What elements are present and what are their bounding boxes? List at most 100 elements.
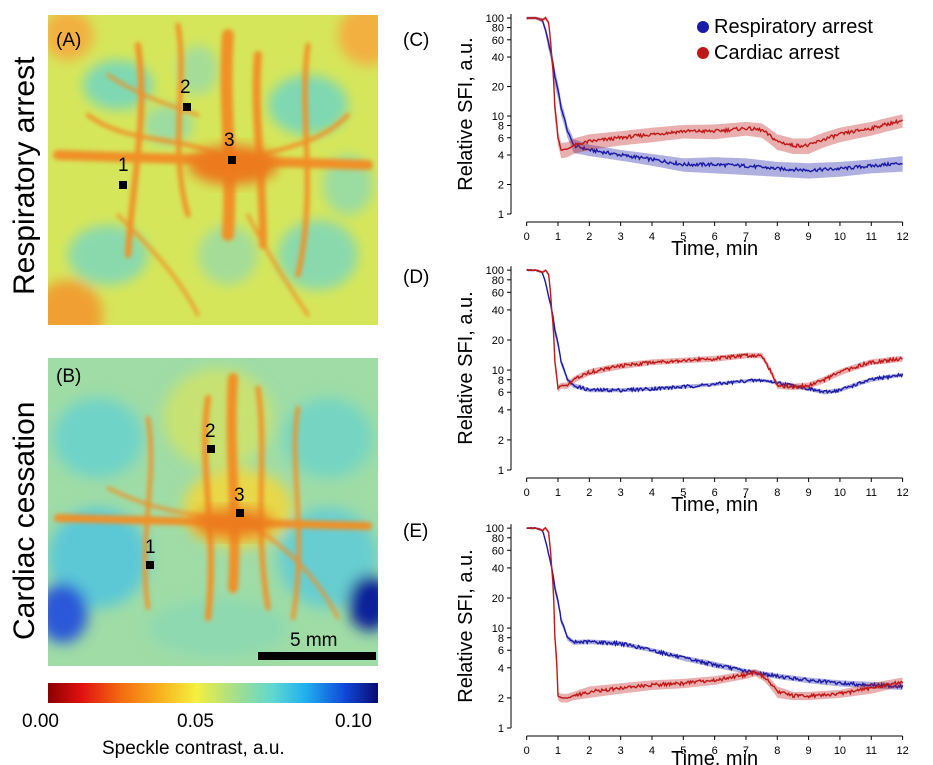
y-tick-label: 1 bbox=[498, 209, 504, 221]
y-tick-label: 8 bbox=[498, 375, 504, 387]
point-1-label-b: 1 bbox=[145, 537, 156, 558]
legend-marker-icon bbox=[697, 47, 709, 59]
point-1-marker bbox=[119, 181, 127, 189]
x-tick-label: 6 bbox=[712, 745, 718, 757]
y-tick-label: 60 bbox=[492, 545, 504, 557]
x-axis-label: Time, min bbox=[671, 748, 758, 765]
x-tick-label: 8 bbox=[774, 745, 780, 757]
y-tick-label: 6 bbox=[498, 645, 504, 657]
x-tick-label: 7 bbox=[743, 745, 749, 757]
y-tick-label: 2 bbox=[498, 180, 504, 192]
y-tick-label: 20 bbox=[492, 335, 504, 347]
legend-item-respiratory: Respiratory arrest bbox=[697, 14, 927, 40]
y-tick-label: 4 bbox=[498, 405, 504, 417]
y-tick-label: 40 bbox=[492, 52, 504, 64]
y-tick-label: 10 bbox=[492, 365, 504, 377]
legend-label-respiratory: Respiratory arrest bbox=[714, 15, 873, 38]
x-tick-label: 7 bbox=[743, 487, 749, 499]
y-tick-label: 60 bbox=[492, 35, 504, 47]
x-tick-label: 4 bbox=[649, 231, 655, 243]
x-tick-label: 8 bbox=[774, 231, 780, 243]
y-tick-label: 1 bbox=[498, 465, 504, 477]
scale-bar-label: 5 mm bbox=[290, 630, 338, 651]
panel-tag: (E) bbox=[403, 521, 428, 542]
x-tick-label: 9 bbox=[806, 487, 812, 499]
x-tick-label: 11 bbox=[866, 745, 877, 757]
x-tick-label: 11 bbox=[866, 231, 877, 243]
x-tick-label: 2 bbox=[586, 487, 592, 499]
scale-bar bbox=[258, 652, 376, 660]
legend-item-cardiac: Cardiac arrest bbox=[697, 40, 927, 66]
point-3-marker bbox=[228, 156, 236, 164]
y-tick-label: 100 bbox=[486, 13, 504, 25]
respiratory-arrest-line bbox=[526, 526, 904, 690]
y-axis-label: Relative SFI, a.u. bbox=[455, 37, 477, 190]
x-tick-label: 6 bbox=[712, 231, 718, 243]
cardiac-arrest-error-band bbox=[526, 526, 903, 703]
x-tick-label: 4 bbox=[649, 487, 655, 499]
x-tick-label: 11 bbox=[866, 487, 877, 499]
x-tick-label: 2 bbox=[586, 745, 592, 757]
x-tick-label: 7 bbox=[743, 231, 749, 243]
respiratory-arrest-line bbox=[526, 268, 904, 394]
y-tick-label: 100 bbox=[486, 265, 504, 277]
x-tick-label: 0 bbox=[524, 745, 530, 757]
x-tick-label: 12 bbox=[896, 231, 908, 243]
y-axis-label: Relative SFI, a.u. bbox=[455, 549, 477, 702]
colorbar-tick-mid: 0.05 bbox=[177, 711, 214, 732]
y-tick-label: 60 bbox=[492, 287, 504, 299]
cardiac-arrest-error-band bbox=[526, 16, 903, 159]
panel-tag: (C) bbox=[403, 30, 429, 51]
point-1-marker bbox=[146, 561, 154, 569]
y-tick-label: 8 bbox=[498, 121, 504, 133]
panel-tag-a: (A) bbox=[56, 30, 82, 51]
x-tick-label: 3 bbox=[618, 745, 624, 757]
x-tick-label: 10 bbox=[834, 745, 846, 757]
x-tick-label: 10 bbox=[834, 231, 846, 243]
x-tick-label: 9 bbox=[806, 231, 812, 243]
y-tick-label: 4 bbox=[498, 150, 504, 162]
x-tick-label: 12 bbox=[896, 745, 908, 757]
y-tick-label: 20 bbox=[492, 82, 504, 94]
speckle-map-a bbox=[48, 15, 378, 325]
respiratory-arrest-error-band bbox=[526, 16, 903, 179]
x-tick-label: 1 bbox=[555, 231, 561, 243]
point-2-marker bbox=[183, 103, 191, 111]
legend-marker-icon bbox=[697, 21, 709, 33]
y-tick-label: 2 bbox=[498, 435, 504, 447]
y-tick-label: 80 bbox=[492, 533, 504, 545]
y-tick-label: 20 bbox=[492, 593, 504, 605]
x-tick-label: 5 bbox=[680, 487, 686, 499]
colorbar-tick-max: 0.10 bbox=[335, 711, 372, 732]
y-tick-label: 40 bbox=[492, 563, 504, 575]
point-2-label-a: 2 bbox=[180, 77, 191, 98]
x-tick-label: 1 bbox=[555, 487, 561, 499]
legend: Respiratory arrest Cardiac arrest bbox=[697, 14, 927, 66]
x-tick-label: 8 bbox=[774, 487, 780, 499]
panel-tag: (D) bbox=[403, 267, 429, 288]
y-tick-label: 100 bbox=[486, 523, 504, 535]
point-3-label-a: 3 bbox=[224, 130, 235, 151]
x-tick-label: 2 bbox=[586, 231, 592, 243]
y-tick-label: 80 bbox=[492, 275, 504, 287]
respiratory-arrest-line bbox=[526, 16, 903, 173]
y-tick-label: 2 bbox=[498, 693, 504, 705]
x-tick-label: 0 bbox=[524, 231, 530, 243]
y-axis-label: Relative SFI, a.u. bbox=[455, 291, 477, 444]
speckle-map-b bbox=[48, 358, 378, 666]
y-tick-label: 10 bbox=[492, 623, 504, 635]
colorbar-tick-min: 0.00 bbox=[22, 711, 59, 732]
point-2-label-b: 2 bbox=[205, 421, 216, 442]
x-tick-label: 12 bbox=[896, 487, 908, 499]
x-tick-label: 4 bbox=[649, 745, 655, 757]
point-3-marker bbox=[236, 509, 244, 517]
y-tick-label: 8 bbox=[498, 633, 504, 645]
x-tick-label: 9 bbox=[806, 745, 812, 757]
y-tick-label: 6 bbox=[498, 133, 504, 145]
x-axis-label: Time, min bbox=[671, 494, 758, 516]
colorbar-label: Speckle contrast, a.u. bbox=[102, 738, 285, 759]
cardiac-arrest-line bbox=[526, 526, 904, 699]
cardiac-arrest-line bbox=[526, 16, 903, 151]
y-tick-label: 40 bbox=[492, 305, 504, 317]
